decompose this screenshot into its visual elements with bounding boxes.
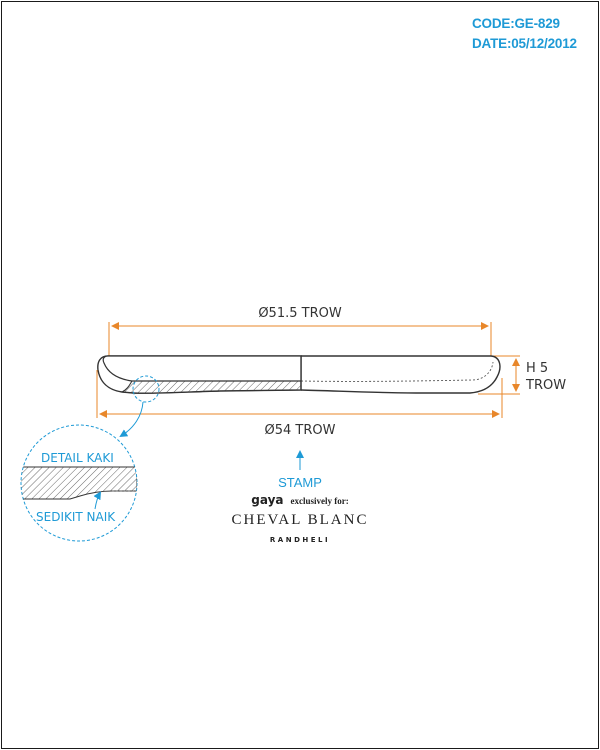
height-label-line1: H 5 <box>526 361 548 376</box>
height-dimension: H 5 TROW <box>478 355 566 395</box>
bottom-diameter-dimension: Ø54 TROW <box>96 370 503 438</box>
brand-exclusively: exclusively for: <box>291 496 349 506</box>
detail-label-bottom: SEDIKIT NAIK <box>36 510 116 524</box>
stamp-block: STAMP gaya exclusively for: CHEVAL BLANC… <box>232 450 369 544</box>
bottom-diameter-label: Ø54 TROW <box>265 423 336 438</box>
stamp-brand-line2: CHEVAL BLANC <box>232 512 369 528</box>
top-diameter-dimension: Ø51.5 TROW <box>108 306 492 356</box>
product-code: CODE:GE-829 <box>472 16 560 31</box>
detail-label-top: DETAIL KAKI <box>41 451 114 465</box>
detail-callout: DETAIL KAKI SEDIKIT NAIK <box>20 375 160 542</box>
stamp-label: STAMP <box>278 475 322 490</box>
detail-source-circle <box>132 375 160 403</box>
height-label-line2: TROW <box>525 378 566 393</box>
top-diameter-label: Ø51.5 TROW <box>258 306 342 321</box>
brand-gaya: gaya <box>251 493 283 507</box>
stamp-brand-line1: gaya exclusively for: <box>251 491 348 508</box>
plate-profile <box>97 355 501 394</box>
title-block: CODE:GE-829 DATE:05/12/2012 <box>472 14 577 54</box>
stamp-brand-line3: RANDHELI <box>270 536 330 544</box>
drawing-date: DATE:05/12/2012 <box>472 36 577 51</box>
